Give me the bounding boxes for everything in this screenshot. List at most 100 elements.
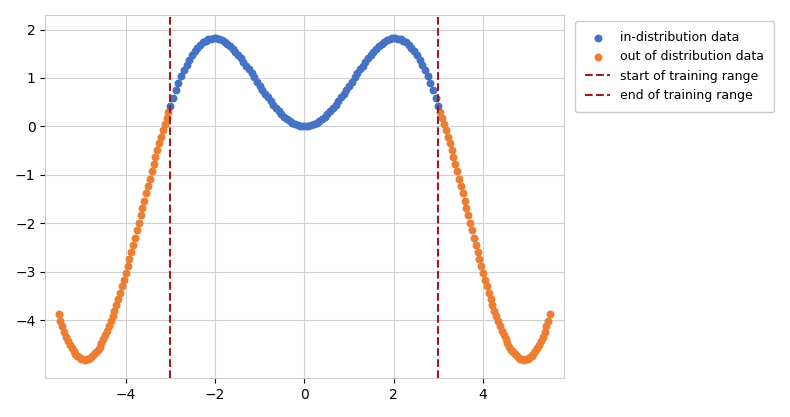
Legend: in-distribution data, out of distribution data, start of training range, end of : in-distribution data, out of distributio… xyxy=(575,21,774,112)
out of distribution data xyxy=(527,350,540,357)
in-distribution data xyxy=(345,78,358,85)
out of distribution data xyxy=(93,343,106,350)
out of distribution data xyxy=(446,147,458,153)
in-distribution data xyxy=(275,111,288,118)
out of distribution data xyxy=(66,345,78,352)
out of distribution data xyxy=(81,356,93,363)
out of distribution data xyxy=(97,336,110,343)
out of distribution data xyxy=(536,333,549,340)
out of distribution data xyxy=(56,323,69,330)
in-distribution data xyxy=(310,120,323,126)
out of distribution data xyxy=(151,147,164,153)
out of distribution data xyxy=(517,356,530,363)
end of training range xyxy=(434,75,443,80)
in-distribution data xyxy=(364,51,377,58)
out of distribution data xyxy=(123,256,136,262)
in-distribution data xyxy=(297,123,310,130)
out of distribution data xyxy=(484,296,497,302)
out of distribution data xyxy=(159,121,171,127)
out of distribution data xyxy=(63,342,76,348)
in-distribution data xyxy=(197,39,209,46)
out of distribution data xyxy=(119,270,132,276)
out of distribution data xyxy=(114,289,126,296)
in-distribution data xyxy=(373,43,386,49)
in-distribution data xyxy=(381,37,393,44)
in-distribution data xyxy=(194,41,206,48)
out of distribution data xyxy=(108,307,121,314)
out of distribution data xyxy=(480,283,493,290)
in-distribution data xyxy=(421,73,434,80)
out of distribution data xyxy=(499,336,512,343)
in-distribution data xyxy=(400,39,412,46)
out of distribution data xyxy=(464,219,476,226)
in-distribution data xyxy=(370,45,382,52)
out of distribution data xyxy=(115,283,128,290)
in-distribution data xyxy=(337,90,350,97)
out of distribution data xyxy=(69,350,81,357)
out of distribution data xyxy=(449,161,461,168)
out of distribution data xyxy=(465,227,478,234)
in-distribution data xyxy=(329,101,342,108)
in-distribution data xyxy=(183,56,196,63)
out of distribution data xyxy=(475,263,487,269)
out of distribution data xyxy=(73,354,85,361)
in-distribution data xyxy=(245,70,258,77)
in-distribution data xyxy=(231,51,244,58)
in-distribution data xyxy=(343,82,356,89)
in-distribution data xyxy=(273,108,285,115)
in-distribution data xyxy=(402,41,415,48)
out of distribution data xyxy=(494,323,506,330)
out of distribution data xyxy=(95,340,107,347)
out of distribution data xyxy=(509,351,521,358)
out of distribution data xyxy=(457,190,469,196)
out of distribution data xyxy=(121,263,134,269)
out of distribution data xyxy=(469,241,482,248)
in-distribution data xyxy=(419,67,431,73)
out of distribution data xyxy=(104,318,117,325)
out of distribution data xyxy=(510,353,523,359)
in-distribution data xyxy=(416,61,428,68)
out of distribution data xyxy=(505,346,517,353)
in-distribution data xyxy=(167,95,179,101)
out of distribution data xyxy=(524,354,536,361)
in-distribution data xyxy=(216,37,228,44)
out of distribution data xyxy=(447,154,460,161)
out of distribution data xyxy=(434,108,446,115)
in-distribution data xyxy=(375,40,388,47)
out of distribution data xyxy=(156,127,169,133)
start of training range xyxy=(166,75,175,80)
in-distribution data xyxy=(305,122,318,128)
out of distribution data xyxy=(486,301,498,308)
out of distribution data xyxy=(532,342,545,348)
out of distribution data xyxy=(514,355,527,362)
in-distribution data xyxy=(348,74,361,81)
out of distribution data xyxy=(78,356,91,363)
out of distribution data xyxy=(149,154,162,161)
in-distribution data xyxy=(397,37,409,44)
out of distribution data xyxy=(74,355,87,362)
in-distribution data xyxy=(207,35,220,42)
out of distribution data xyxy=(488,307,501,314)
out of distribution data xyxy=(107,313,119,319)
in-distribution data xyxy=(264,98,276,105)
out of distribution data xyxy=(540,323,553,330)
out of distribution data xyxy=(490,313,502,319)
out of distribution data xyxy=(531,345,544,352)
out of distribution data xyxy=(529,348,542,354)
out of distribution data xyxy=(92,346,104,353)
out of distribution data xyxy=(144,175,156,182)
in-distribution data xyxy=(332,98,344,105)
out of distribution data xyxy=(141,183,154,189)
out of distribution data xyxy=(126,241,139,248)
in-distribution data xyxy=(292,122,304,128)
in-distribution data xyxy=(392,35,404,42)
out of distribution data xyxy=(498,332,510,339)
in-distribution data xyxy=(172,80,185,86)
in-distribution data xyxy=(283,118,295,124)
in-distribution data xyxy=(261,94,274,101)
out of distribution data xyxy=(535,338,547,344)
in-distribution data xyxy=(237,58,250,65)
in-distribution data xyxy=(326,105,339,111)
in-distribution data xyxy=(186,52,198,58)
out of distribution data xyxy=(155,133,167,140)
